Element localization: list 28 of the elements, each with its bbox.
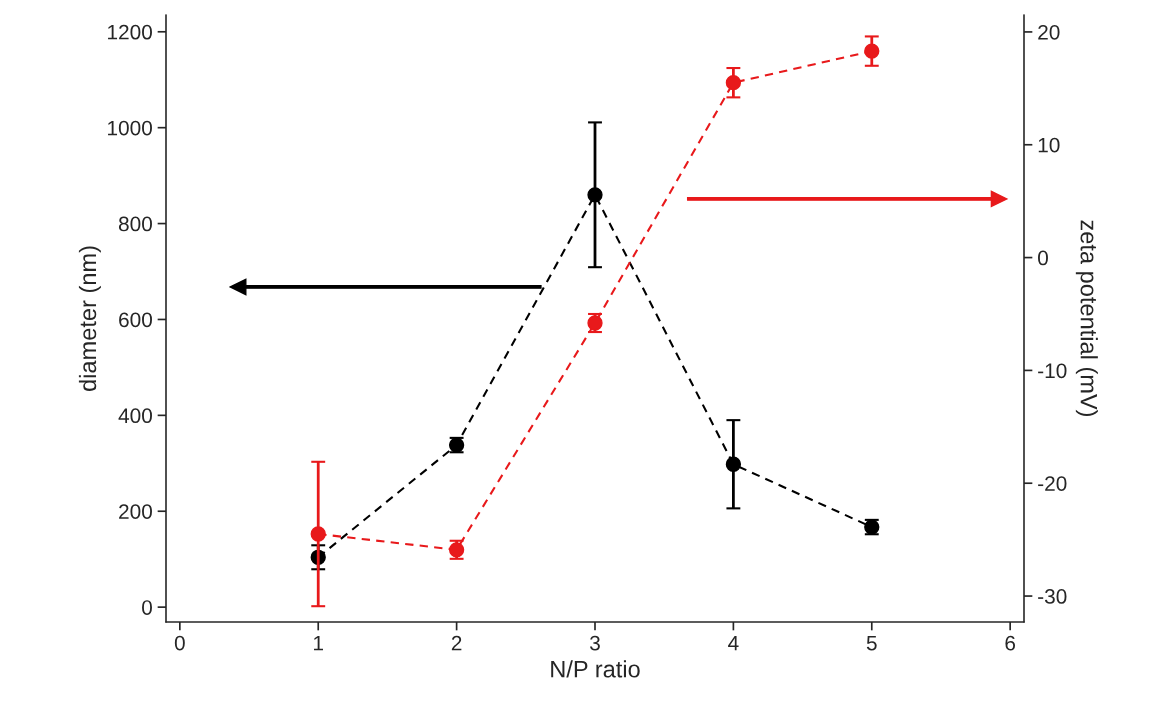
x-tick-label: 2 (451, 635, 462, 651)
x-axis-title: N/P ratio (551, 660, 640, 678)
y2-tick-label: 20 (1038, 24, 1060, 40)
y-tick-label: 400 (118, 408, 152, 424)
y-tick-label: 200 (119, 504, 152, 519)
y2-tick-label: -10 (1038, 363, 1067, 379)
point (587, 187, 603, 203)
point (725, 75, 742, 91)
y-tick-label: 1200 (108, 24, 152, 40)
y2-tick-label: 10 (1038, 137, 1060, 153)
x-tick-label: 4 (728, 635, 739, 651)
y-tick-label: 800 (118, 216, 152, 232)
y2-tick-label: 0 (1038, 250, 1048, 266)
y2-tick-label: -20 (1038, 476, 1067, 491)
x-tick-label: 5 (866, 635, 877, 651)
x-tick-label: 0 (174, 635, 185, 651)
point (725, 456, 742, 472)
y2-tick-label: -30 (1038, 589, 1067, 604)
y-tick-label: 600 (119, 312, 152, 328)
y-axis-title: diameter (nm) (78, 246, 101, 391)
y-tick-label: 1000 (108, 120, 152, 136)
x-tick-label: 1 (314, 635, 323, 651)
y2-axis-title: zeta potential (mV) (1075, 220, 1098, 417)
point (310, 526, 326, 542)
y-tick-label: 0 (142, 600, 152, 615)
point (864, 43, 880, 59)
x-tick-label: 3 (590, 635, 600, 651)
x-tick-label: 6 (1005, 635, 1016, 651)
